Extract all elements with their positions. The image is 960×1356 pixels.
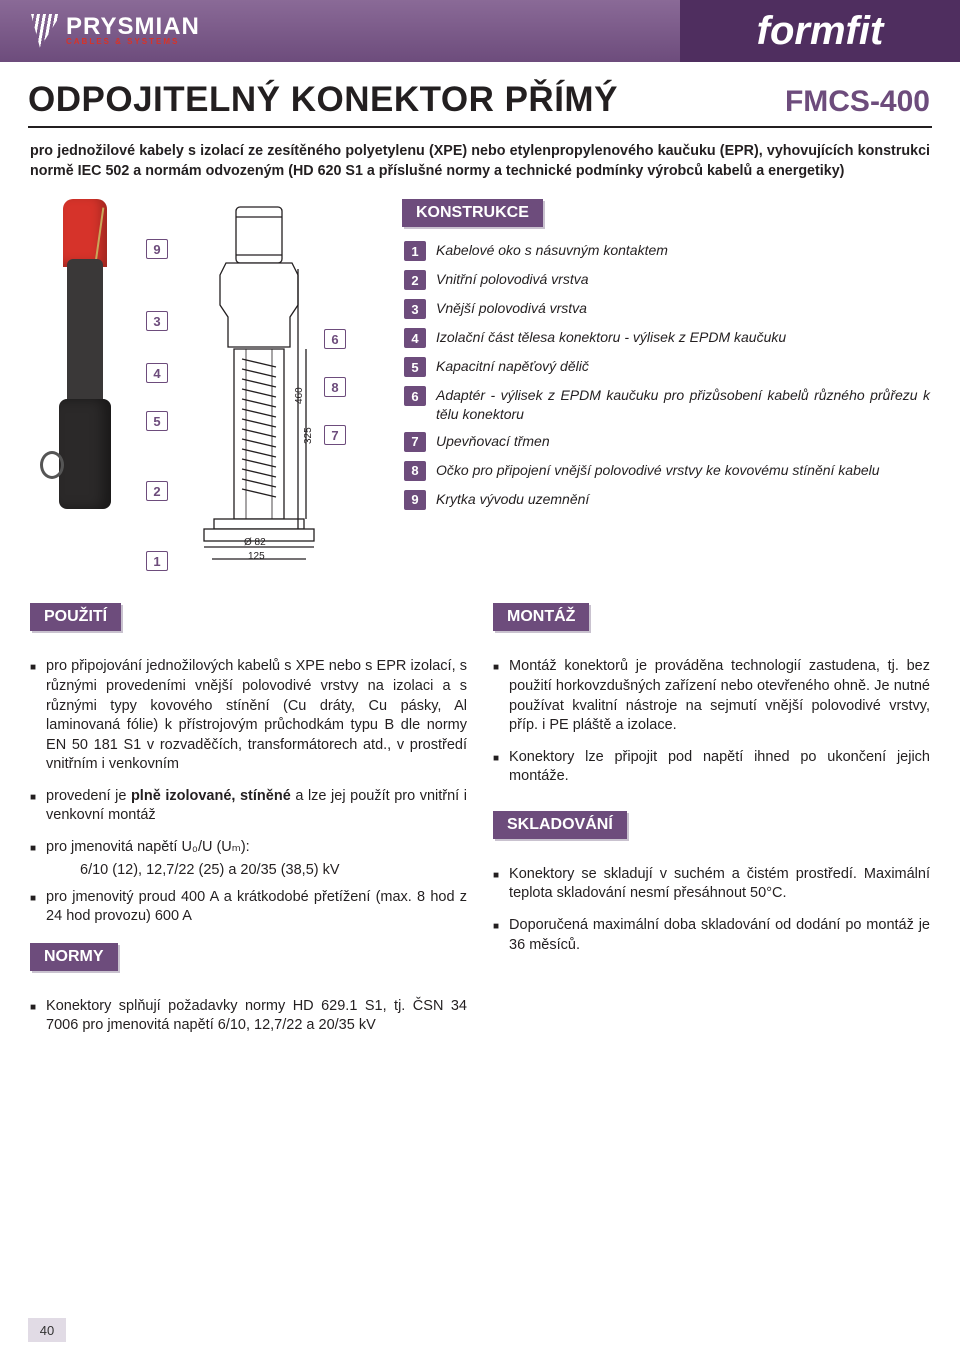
bullet-item: provedení je plně izolované, stíněné a l… <box>30 787 467 826</box>
legend-num: 8 <box>404 461 426 481</box>
page-title: ODPOJITELNÝ KONEKTOR PŘÍMÝ <box>28 80 618 120</box>
dim-325: 325 <box>303 427 314 444</box>
page-number: 40 <box>28 1318 66 1342</box>
bullet-item: pro jmenovitý proud 400 A a krátkodobé p… <box>30 888 467 927</box>
legend-text: Vnitřní polovodivá vrstva <box>436 270 589 288</box>
product-code: FMCS-400 <box>785 85 930 119</box>
legend-num: 2 <box>404 270 426 290</box>
legend-text: Upevňovací třmen <box>436 432 550 450</box>
legend-text: Adaptér - výlisek z EPDM kaučuku pro při… <box>436 386 930 422</box>
legend-num: 9 <box>404 490 426 510</box>
callouts-left: 9 3 4 5 2 1 <box>146 239 168 571</box>
bullet-text: Doporučená maximální doba skladování od … <box>509 916 930 955</box>
dim-460: 460 <box>294 387 305 404</box>
figure-row: 9 3 4 5 2 1 <box>0 189 960 579</box>
legend-item: 1 Kabelové oko s násuvným kontaktem <box>404 241 930 261</box>
callout-8: 8 <box>324 377 346 397</box>
bullet-item: Konektory splňují požadavky normy HD 629… <box>30 997 467 1036</box>
legend-text: Izolační část tělesa konektoru - výlisek… <box>436 328 786 346</box>
legend-num: 6 <box>404 386 426 406</box>
legend-num: 1 <box>404 241 426 261</box>
legend-item: 3 Vnější polovodivá vrstva <box>404 299 930 319</box>
legend-item: 5 Kapacitní napěťový dělič <box>404 357 930 377</box>
legend-item: 8 Očko pro připojení vnější polovodivé vr… <box>404 461 930 481</box>
figure-left: 9 3 4 5 2 1 <box>30 199 390 579</box>
bullet-text: pro připojování jednožilových kabelů s X… <box>46 657 467 774</box>
legend-text: Vnější polovodivá vrstva <box>436 299 587 317</box>
callout-5: 5 <box>146 411 168 431</box>
legend-num: 4 <box>404 328 426 348</box>
konstrukce-heading: KONSTRUKCE <box>402 199 543 227</box>
right-column: MONTÁŽ Montáž konektorů je prováděna tec… <box>493 603 930 1035</box>
callout-3: 3 <box>146 311 168 331</box>
header-right: formfit <box>680 0 960 62</box>
callout-4: 4 <box>146 363 168 383</box>
logo: PRYSMIAN CABLES & SYSTEMS <box>28 14 200 48</box>
legend-text: Kabelové oko s násuvným kontaktem <box>436 241 668 259</box>
legend-item: 9 Krytka vývodu uzemnění <box>404 490 930 510</box>
legend-num: 3 <box>404 299 426 319</box>
callout-2: 2 <box>146 481 168 501</box>
bullet-item: Konektory se skladují v suchém a čistém … <box>493 865 930 904</box>
formfit-label: formfit <box>757 9 884 54</box>
legend-text: Kapacitní napěťový dělič <box>436 357 589 375</box>
voltage-line: 6/10 (12), 12,7/22 (25) a 20/35 (38,5) k… <box>30 862 467 878</box>
bullet-item: pro připojování jednožilových kabelů s X… <box>30 657 467 774</box>
bullet-text: pro jmenovitý proud 400 A a krátkodobé p… <box>46 888 467 927</box>
callout-9: 9 <box>146 239 168 259</box>
bullet-text: Konektory se skladují v suchém a čistém … <box>509 865 930 904</box>
legend-text: Krytka vývodu uzemnění <box>436 490 589 508</box>
product-photo <box>30 199 140 549</box>
technical-drawing: 460 325 Ø 82 125 6 8 7 <box>174 199 344 579</box>
normy-heading: NORMY <box>30 943 118 971</box>
bullet-text: provedení je plně izolované, stíněné a l… <box>46 787 467 826</box>
montaz-heading: MONTÁŽ <box>493 603 589 631</box>
content-columns: POUŽITÍ pro připojování jednožilových ka… <box>0 579 960 1035</box>
dim-dia: Ø 82 <box>244 537 266 548</box>
left-column: POUŽITÍ pro připojování jednožilových ka… <box>30 603 467 1035</box>
legend-item: 6 Adaptér - výlisek z EPDM kaučuku pro př… <box>404 386 930 422</box>
bullet-text: Montáž konektorů je prováděna technologi… <box>509 657 930 735</box>
logo-icon <box>28 14 58 48</box>
legend-item: 2 Vnitřní polovodivá vrstva <box>404 270 930 290</box>
skladovani-heading: SKLADOVÁNÍ <box>493 811 627 839</box>
pouziti-heading: POUŽITÍ <box>30 603 121 631</box>
callout-7: 7 <box>324 425 346 445</box>
legend-text: Očko pro připojení vnější polovodivé vrs… <box>436 461 880 479</box>
callout-1: 1 <box>146 551 168 571</box>
legend-item: 4 Izolační část tělesa konektoru - výlise… <box>404 328 930 348</box>
bullet-item: Doporučená maximální doba skladování od … <box>493 916 930 955</box>
intro-paragraph: pro jednožilové kabely s izolací ze zesí… <box>0 128 960 189</box>
callouts-mid: 6 8 7 <box>324 329 346 445</box>
konstrukce-legend: KONSTRUKCE 1 Kabelové oko s násuvným kont… <box>402 199 930 579</box>
bullet-text: Konektory splňují požadavky normy HD 629… <box>46 997 467 1036</box>
legend-num: 7 <box>404 432 426 452</box>
dim-base: 125 <box>248 551 265 562</box>
legend-num: 5 <box>404 357 426 377</box>
legend-item: 7 Upevňovací třmen <box>404 432 930 452</box>
bullet-item: Konektory lze připojit pod napětí ihned … <box>493 748 930 787</box>
title-row: ODPOJITELNÝ KONEKTOR PŘÍMÝ FMCS-400 <box>0 62 960 126</box>
header-bar: PRYSMIAN CABLES & SYSTEMS formfit <box>0 0 960 62</box>
bullet-text: Konektory lze připojit pod napětí ihned … <box>509 748 930 787</box>
callout-6: 6 <box>324 329 346 349</box>
bullet-item: pro jmenovitá napětí U₀/U (Uₘ): <box>30 838 467 858</box>
brand-name: PRYSMIAN <box>66 16 200 38</box>
bullet-item: Montáž konektorů je prováděna technologi… <box>493 657 930 735</box>
header-left: PRYSMIAN CABLES & SYSTEMS <box>0 0 680 62</box>
bullet-text: pro jmenovitá napětí U₀/U (Uₘ): <box>46 838 250 858</box>
